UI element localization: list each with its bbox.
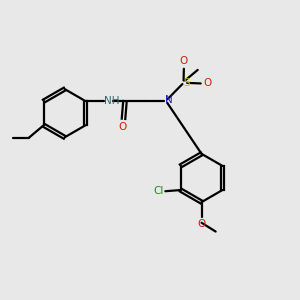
Text: O: O [203, 79, 211, 88]
Text: O: O [180, 56, 188, 66]
Text: S: S [183, 78, 190, 88]
Text: N: N [165, 95, 172, 105]
Text: NH: NH [104, 95, 120, 106]
Text: Cl: Cl [154, 186, 164, 196]
Text: O: O [198, 219, 206, 229]
Text: O: O [119, 122, 127, 132]
